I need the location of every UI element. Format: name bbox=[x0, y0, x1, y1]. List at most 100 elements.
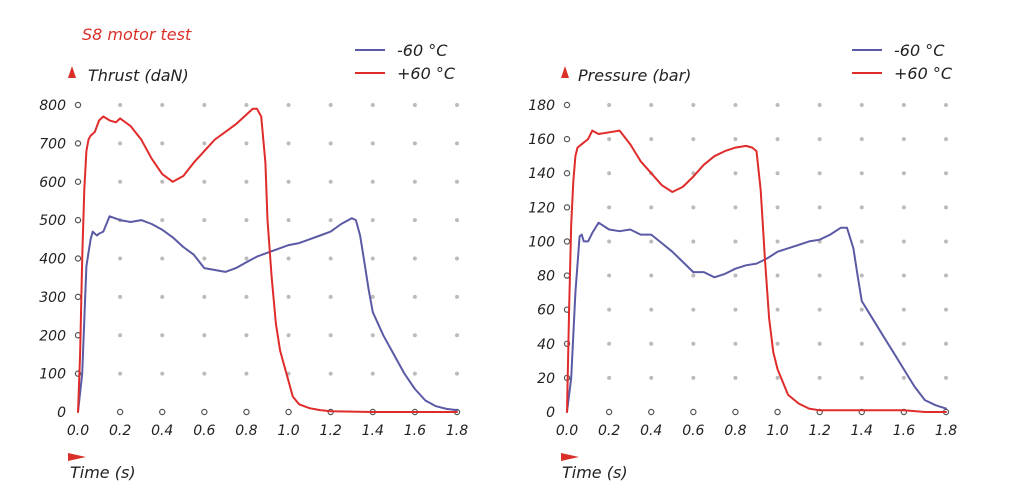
grid-dot bbox=[817, 273, 822, 278]
y-tick-label: 400 bbox=[39, 252, 66, 268]
grid-dot bbox=[244, 141, 249, 146]
y-tick-marker bbox=[74, 101, 82, 109]
y-tick-label: 20 bbox=[537, 371, 555, 387]
grid-dot bbox=[649, 137, 654, 142]
grid-dot bbox=[944, 171, 948, 176]
series-line-1 bbox=[77, 107, 458, 413]
grid-dot bbox=[691, 137, 696, 142]
grid-dot bbox=[244, 103, 249, 107]
grid-dot bbox=[733, 103, 738, 107]
grid-dot bbox=[412, 333, 417, 338]
legend: -60 °C +60 °C bbox=[852, 41, 953, 83]
x-tick-marker bbox=[116, 408, 124, 416]
grid-dot bbox=[160, 256, 165, 261]
grid-dot bbox=[859, 341, 864, 346]
grid-dot bbox=[286, 103, 291, 107]
legend-label-1: +60 °C bbox=[894, 64, 953, 83]
y-tick-marker bbox=[74, 255, 82, 262]
grid-dot bbox=[370, 256, 375, 261]
grid-dot bbox=[901, 307, 906, 312]
grid-dot bbox=[944, 375, 948, 380]
y-tick-label: 60 bbox=[537, 303, 555, 319]
grid-dot bbox=[160, 371, 165, 376]
grid-dot bbox=[859, 375, 864, 380]
grid-dot bbox=[286, 333, 291, 338]
grid-dot bbox=[286, 256, 291, 261]
grid-dot bbox=[412, 141, 417, 146]
grid-dot bbox=[455, 218, 459, 223]
grid-dot bbox=[607, 239, 612, 244]
grid-dot bbox=[455, 371, 459, 376]
grid-dot bbox=[859, 273, 864, 278]
y-tick-label: 80 bbox=[537, 269, 555, 285]
grid-dot bbox=[901, 103, 906, 107]
grid-dot bbox=[328, 141, 333, 146]
grid-dot bbox=[412, 218, 417, 223]
grid-dot bbox=[775, 171, 780, 176]
grid-dot bbox=[370, 218, 375, 223]
grid-dot bbox=[607, 341, 612, 346]
y-tick-label: 100 bbox=[39, 367, 66, 383]
x-tick-label: 0.2 bbox=[598, 423, 620, 439]
grid-dot bbox=[607, 273, 612, 278]
grid-dot bbox=[244, 294, 249, 299]
grid-dot bbox=[118, 256, 123, 261]
grid-dot bbox=[607, 137, 612, 142]
y-ticks: 0 100 200 300 400 500 600 700 800 bbox=[39, 98, 82, 421]
x-ticks: 0.0 0.2 0.4 0.6 0.8 1.0 1.2 1.4 1.6 1.8 bbox=[556, 408, 957, 439]
grid-dot bbox=[370, 141, 375, 146]
y-axis-arrow-icon bbox=[68, 66, 76, 78]
grid-dot bbox=[286, 218, 291, 223]
grid-dot bbox=[455, 333, 459, 338]
grid-dot bbox=[649, 307, 654, 312]
y-tick-marker bbox=[563, 204, 571, 211]
grid-dot bbox=[859, 103, 864, 107]
series-line-0 bbox=[566, 221, 947, 413]
grid-dot bbox=[455, 294, 459, 299]
grid-dot bbox=[328, 294, 333, 299]
grid-dot bbox=[691, 341, 696, 346]
grid-dot bbox=[607, 307, 612, 312]
y-tick-label: 140 bbox=[528, 166, 555, 182]
thrust-chart: Thrust (daN) 0 100 200 300 400 500 600 700 800 0… bbox=[39, 41, 468, 482]
legend-label-1: +60 °C bbox=[397, 64, 456, 83]
grid-dot bbox=[733, 239, 738, 244]
grid-dot bbox=[901, 171, 906, 176]
grid-dot bbox=[202, 179, 207, 184]
grid-dot bbox=[118, 371, 123, 376]
x-tick-label: 1.8 bbox=[446, 423, 468, 439]
y-tick-label: 700 bbox=[39, 136, 66, 152]
grid-dot bbox=[328, 333, 333, 338]
grid-dot bbox=[118, 179, 123, 184]
grid-dot bbox=[733, 205, 738, 210]
legend: -60 °C +60 °C bbox=[355, 41, 456, 83]
grid-dot bbox=[649, 205, 654, 210]
x-ticks: 0.0 0.2 0.4 0.6 0.8 1.0 1.2 1.4 1.6 1.8 bbox=[67, 408, 468, 439]
y-tick-marker bbox=[563, 101, 571, 109]
grid-dot bbox=[202, 256, 207, 261]
grid-dot bbox=[160, 218, 165, 223]
y-tick-marker bbox=[563, 272, 571, 279]
grid-dot bbox=[607, 103, 612, 107]
grid-dot bbox=[160, 179, 165, 184]
y-tick-label: 300 bbox=[39, 290, 66, 306]
grid-dot bbox=[775, 375, 780, 380]
x-tick-label: 0.8 bbox=[724, 423, 746, 439]
y-axis-arrow-icon bbox=[561, 66, 569, 78]
grid-dot bbox=[118, 333, 123, 338]
x-tick-label: 0.2 bbox=[109, 423, 131, 439]
chart-title: S8 motor test bbox=[82, 25, 192, 44]
grid-dot bbox=[733, 171, 738, 176]
y-tick-marker bbox=[563, 135, 571, 143]
grid-dot bbox=[202, 103, 207, 107]
grid-dot bbox=[286, 141, 291, 146]
y-tick-marker bbox=[74, 216, 82, 224]
grid-dot bbox=[118, 294, 123, 299]
grid-dot bbox=[244, 179, 249, 184]
x-tick-label: 1.4 bbox=[362, 423, 384, 439]
x-tick-marker bbox=[605, 408, 613, 416]
grid-dot bbox=[859, 239, 864, 244]
grid-dot bbox=[607, 171, 612, 176]
grid-dot bbox=[286, 179, 291, 184]
legend-label-0: -60 °C bbox=[894, 41, 945, 60]
